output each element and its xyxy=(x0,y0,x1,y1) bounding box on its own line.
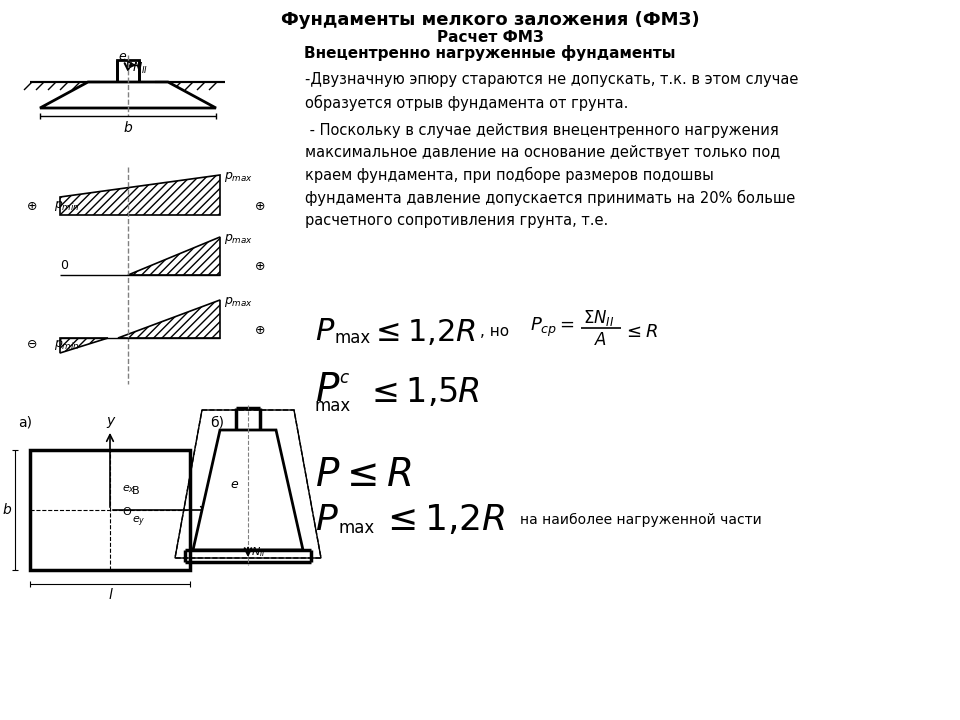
Text: b: b xyxy=(124,121,132,135)
Text: e: e xyxy=(230,479,238,492)
Text: c: c xyxy=(339,369,348,387)
Text: б): б) xyxy=(210,415,224,429)
Text: , но: , но xyxy=(480,325,509,340)
Text: Внецентренно нагруженные фундаменты: Внецентренно нагруженные фундаменты xyxy=(304,45,676,61)
Text: $\oplus$: $\oplus$ xyxy=(254,261,266,274)
Text: 0: 0 xyxy=(60,259,68,272)
Text: e: e xyxy=(118,50,126,63)
Text: $N_{II}$: $N_{II}$ xyxy=(132,60,148,76)
Text: $\Sigma N_{II}$: $\Sigma N_{II}$ xyxy=(583,308,614,328)
Text: $\leq R$: $\leq R$ xyxy=(623,323,658,341)
Text: max: max xyxy=(335,329,372,347)
Text: $\oplus$: $\oplus$ xyxy=(254,323,266,336)
Text: x: x xyxy=(214,503,223,517)
Polygon shape xyxy=(193,430,303,550)
Text: $P$: $P$ xyxy=(315,503,339,537)
Text: $\oplus$: $\oplus$ xyxy=(254,199,266,212)
Polygon shape xyxy=(60,175,220,215)
Text: l: l xyxy=(108,588,112,602)
Text: $p_{max}$: $p_{max}$ xyxy=(224,170,253,184)
Polygon shape xyxy=(30,450,190,570)
Text: Расчет ФМЗ: Расчет ФМЗ xyxy=(437,30,543,45)
Text: на наиболее нагруженной части: на наиболее нагруженной части xyxy=(520,513,761,527)
Text: $P$: $P$ xyxy=(315,318,335,346)
Text: $\leq 1{,}2R$: $\leq 1{,}2R$ xyxy=(370,317,476,347)
Text: - Поскольку в случае действия внецентренного нагружения
максимальное давление на: - Поскольку в случае действия внецентрен… xyxy=(305,123,795,228)
Polygon shape xyxy=(117,60,139,82)
Text: $p_{min}$: $p_{min}$ xyxy=(54,338,80,352)
Text: $P_{cp} = $: $P_{cp} = $ xyxy=(530,315,575,338)
Text: b: b xyxy=(2,503,11,517)
Text: $e_y$: $e_y$ xyxy=(132,515,146,529)
Text: $\leq 1{,}2R$: $\leq 1{,}2R$ xyxy=(380,503,506,537)
Text: $p_{max}$: $p_{max}$ xyxy=(224,232,253,246)
Text: $e_x$: $e_x$ xyxy=(122,483,135,495)
Polygon shape xyxy=(40,82,216,108)
Text: A: A xyxy=(595,331,607,349)
Text: $N_{II}$: $N_{II}$ xyxy=(251,545,266,559)
Polygon shape xyxy=(118,300,220,338)
Text: $p_{min}$: $p_{min}$ xyxy=(54,199,80,213)
Text: $\oplus$: $\oplus$ xyxy=(26,199,37,212)
Text: $\leq 1{,}5R$: $\leq 1{,}5R$ xyxy=(365,376,480,408)
Text: B: B xyxy=(132,486,139,496)
Text: O: O xyxy=(122,507,131,517)
Text: Фундаменты мелкого заложения (ФМЗ): Фундаменты мелкого заложения (ФМЗ) xyxy=(280,11,699,29)
Text: $\ominus$: $\ominus$ xyxy=(26,338,37,351)
Text: $p_{max}$: $p_{max}$ xyxy=(224,295,253,309)
Polygon shape xyxy=(128,237,220,275)
Text: max: max xyxy=(339,519,375,537)
Text: max: max xyxy=(315,397,351,415)
Text: $P \leq R$: $P \leq R$ xyxy=(315,456,412,494)
Text: а): а) xyxy=(18,415,32,429)
Text: -Двузначную эпюру стараются не допускать, т.к. в этом случае
образуется отрыв фу: -Двузначную эпюру стараются не допускать… xyxy=(305,72,799,111)
Text: y: y xyxy=(106,414,114,428)
Text: $P$: $P$ xyxy=(315,371,341,409)
Polygon shape xyxy=(60,338,108,353)
